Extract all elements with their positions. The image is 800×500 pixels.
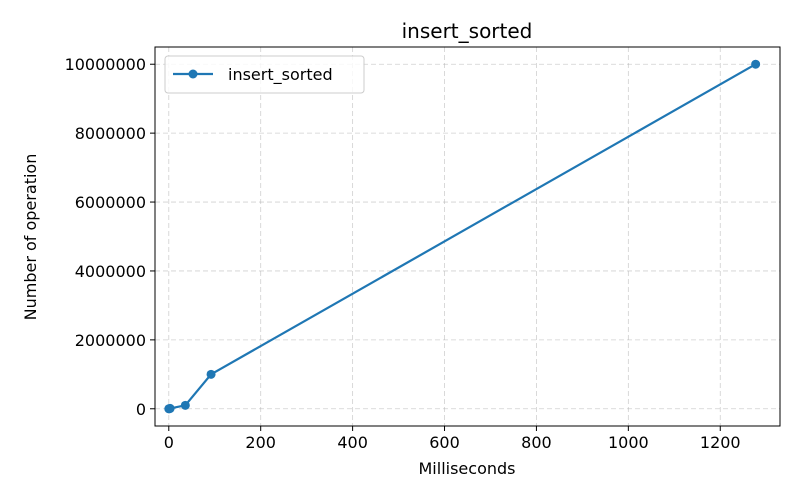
legend-box <box>164 55 365 94</box>
y-tick-label: 10000000 <box>65 55 146 74</box>
x-tick-label: 1200 <box>700 433 741 452</box>
y-tick-label: 2000000 <box>75 331 146 350</box>
x-tick-label: 800 <box>521 433 552 452</box>
y-axis-ticks: 0 2000000 4000000 6000000 8000000 10000000 <box>65 55 155 419</box>
data-point <box>165 403 175 413</box>
y-tick-label: 6000000 <box>75 193 146 212</box>
x-tick-label: 1000 <box>608 433 649 452</box>
y-tick-label: 8000000 <box>75 124 146 143</box>
grid-lines <box>155 47 780 426</box>
x-axis-ticks: 0 200 400 600 800 1000 1200 <box>164 426 741 452</box>
y-axis-label: Number of operation <box>21 154 40 321</box>
x-tick-label: 400 <box>337 433 368 452</box>
y-tick-label: 0 <box>136 400 146 419</box>
plot-area <box>154 46 781 427</box>
series-layer <box>164 59 761 414</box>
legend: insert_sorted <box>164 55 365 94</box>
legend-point-marker <box>188 69 198 79</box>
x-tick-label: 200 <box>245 433 276 452</box>
legend-label: insert_sorted <box>228 65 333 85</box>
x-axis-label: Milliseconds <box>419 459 516 478</box>
chart-title: insert_sorted <box>402 19 533 43</box>
data-point <box>180 400 190 410</box>
y-tick-label: 4000000 <box>75 262 146 281</box>
data-point <box>751 59 761 69</box>
x-tick-label: 0 <box>164 433 174 452</box>
data-point <box>206 369 216 379</box>
x-tick-label: 600 <box>429 433 460 452</box>
